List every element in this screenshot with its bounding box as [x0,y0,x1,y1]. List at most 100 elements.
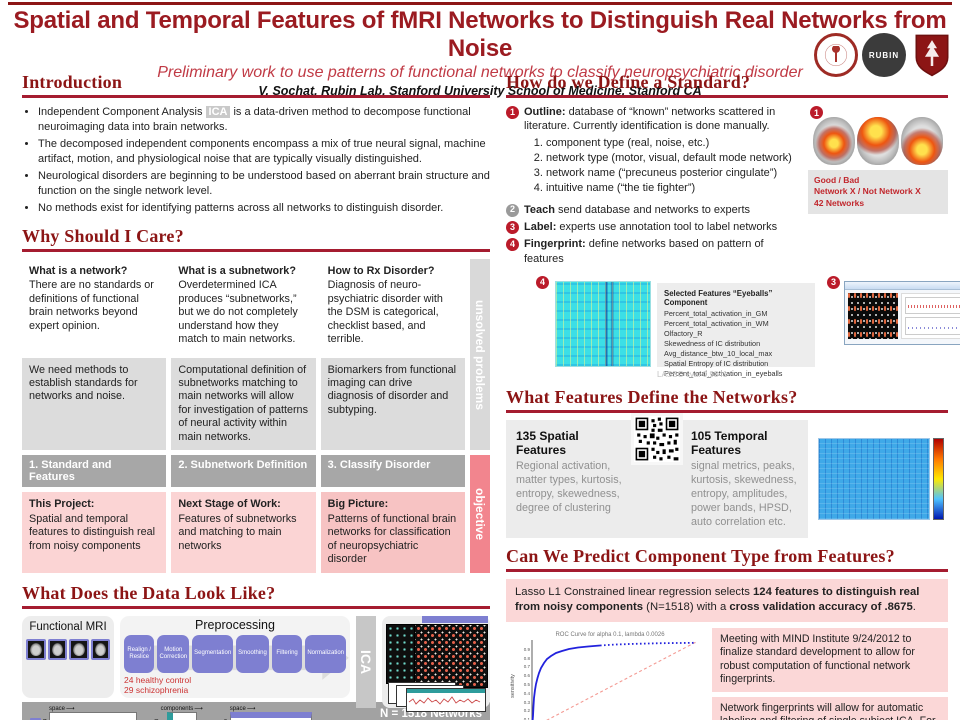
volume-stack-icon [30,715,41,720]
why-cell-subnetwork: What is a subnetwork? Overdetermined ICA … [171,258,316,353]
temporal-features-col: 105 Temporal Features signal metrics, pe… [691,429,798,529]
features-summary-box: 135 Spatial Features Regional activation… [506,412,808,539]
caption-42-networks: 42 Networks [814,197,865,208]
svg-text:sensitivity: sensitivity [510,673,516,697]
rubin-logo-text: RUBIN [868,50,900,60]
brain-volume-icon [90,638,110,660]
axis-arrow: ⟶ [66,706,75,713]
preprocessing-steps: Realign / Reslice Motion Correction Segm… [124,634,347,673]
brain-volume-icon [26,638,46,660]
svg-text:0.3: 0.3 [524,700,531,705]
step-teach-body: send database and networks to experts [557,203,750,216]
outline-item-4: intuitive name (“the tie fighter”) [546,181,800,195]
fmri-data-matrix: space⟶ time FMRI data n x m [41,705,137,720]
project-cell-1-text: Spatial and temporal features to disting… [29,512,156,552]
network-count: N = 1518 Networks [380,708,482,720]
why-cell-network-text: There are no standards or definitions of… [29,279,154,332]
ica-output-thumbnails [382,615,490,712]
annotation-tool-screenshot [844,280,960,345]
annotation-tool-group: 3 [827,275,960,379]
future-work-boxes: Meeting with MIND Institute 9/24/2012 to… [712,627,948,720]
rubin-lab-logo: RUBIN [862,33,906,77]
svg-text:0.8: 0.8 [524,656,531,661]
objective-label: objective [472,488,487,541]
brain-coronal-image [813,117,855,165]
intro-bullet-4: No methods exist for identifying pattern… [38,201,490,216]
fingerprint-panels-row: 4 Selected Features “Eyeballs” Component… [506,275,960,379]
panel-3-badge: 3 [827,275,840,289]
caption-network-x: Network X / Not Network X [814,186,921,197]
features-def-row: 135 Spatial Features Regional activation… [506,412,948,539]
colorbar [933,438,944,521]
lasso-heatmap-group [555,275,651,379]
project-cell-1: This Project: Spatial and temporal featur… [22,492,167,573]
step-fingerprint-body: define networks based on pattern of feat… [524,238,764,265]
svg-text:0.5: 0.5 [524,682,531,687]
step-outline-text: Outline: database of “known” networks sca… [524,105,800,200]
feature-item-6: Spatial Entropy of IC distribution [664,359,769,369]
step-motion-correction: Motion Correction [157,634,190,673]
brain-activation-images [808,117,948,165]
intro-bullet-2: The decomposed independent components en… [38,137,490,166]
top-rule [8,2,952,5]
lasso-lead-bold-1: 124 features to distinguish real from no… [515,586,920,614]
why-cell-disorder-text: Diagnosis of neuro-psychiatric disorder … [327,279,443,346]
project-cell-3-title: Big Picture: [327,498,389,511]
step-normalization: Normalization [305,634,347,673]
spatial-features-text: Regional activation, matter types, kurto… [516,459,622,515]
lasso-result-box: Lasso L1 Constrained linear regression s… [506,579,948,622]
unsolved-problems-strip: unsolved problems [469,258,490,451]
standard-rule [506,95,948,98]
project-cell-1-title: This Project: [29,498,95,511]
project-cell-2-text: Features of subnetworks and matching to … [178,512,297,552]
logo-row: RUBIN [814,33,954,77]
step-outline: 1 Outline: database of “known” networks s… [506,105,800,200]
stage-header-2: 2. Subnetwork Definition [171,455,316,488]
standard-heading: How do we Define a Standard? [506,72,751,92]
prediction-results-row: ROC Curve for alpha 0.1, lambda 0.0026 0… [506,627,948,720]
lasso-lead-bold-2: cross validation accuracy of .8675 [729,601,913,614]
predict-heading: Can We Predict Component Type from Featu… [506,546,895,567]
project-cell-2: Next Stage of Work: Features of subnetwor… [171,492,316,573]
poster-subtitle: Preliminary work to use patterns of func… [157,64,803,81]
tool-plots-panel [901,292,960,339]
step-teach-bold: Teach [524,203,555,216]
predict-rule [506,569,948,573]
panel-4-badge: 4 [536,275,549,289]
lasso-lead-3: . [912,601,916,614]
standard-steps: 1 Outline: database of “known” networks s… [506,105,800,269]
data-look-heading: What Does the Data Look Like? [22,582,276,603]
data-pipeline-row: Functional MRI Preprocessing Realign / R… [22,615,490,712]
project-cell-3-text: Patterns of functional brain networks fo… [327,512,457,566]
brain-sagittal-image [857,117,899,165]
feature-item-5: Avg_distance_btw_10_local_max [664,349,773,359]
feature-item-2: Percent_total_activation_in_WM [664,319,769,329]
stage-header-3: 3. Classify Disorder [320,455,465,488]
svg-text:0.9: 0.9 [524,647,531,652]
timecourse-matrix-box [166,712,197,720]
components-axis-label: components ⟶ [160,705,203,713]
tool-brain-slices-panel [848,292,898,339]
network-count-summary: N = 1518 Networks spatial maps and timec… [380,706,482,720]
fmri-data-box: FMRI data [49,712,137,720]
brain-volume-icon [47,638,67,660]
why-cell-disorder: How to Rx Disorder? Diagnosis of neuro-ps… [320,258,465,353]
ica-badge: ICA [205,106,231,118]
header: Spatial and Temporal Features of fMRI Ne… [0,7,960,98]
qr-code-icon [631,412,683,465]
svg-text:ROC Curve for alpha 0.1, lambd: ROC Curve for alpha 0.1, lambda 0.0026 [555,632,665,638]
selected-features-group: Selected Features “Eyeballs” Component P… [657,275,815,379]
timecourse-signal [408,696,481,705]
preprocessing-label: Preprocessing [195,617,275,632]
unsolved-problems-label: unsolved problems [472,299,487,410]
why-cell-subnetwork-title: What is a subnetwork? [178,264,296,277]
step-outline-bold: Outline: [524,106,566,118]
network-example-panel: 1 Good / Bad Network X / Not Network X 4… [808,105,948,269]
lasso-feature-heatmap [555,280,651,367]
tool-titlebar [845,281,960,290]
cohort-healthy: 24 healthy control [124,674,192,685]
step-1-badge: 1 [506,106,519,119]
tool-timecourse-plot [905,296,960,315]
svg-text:0.4: 0.4 [524,691,531,696]
selected-features-title: Selected Features “Eyeballs” Component [664,288,773,307]
